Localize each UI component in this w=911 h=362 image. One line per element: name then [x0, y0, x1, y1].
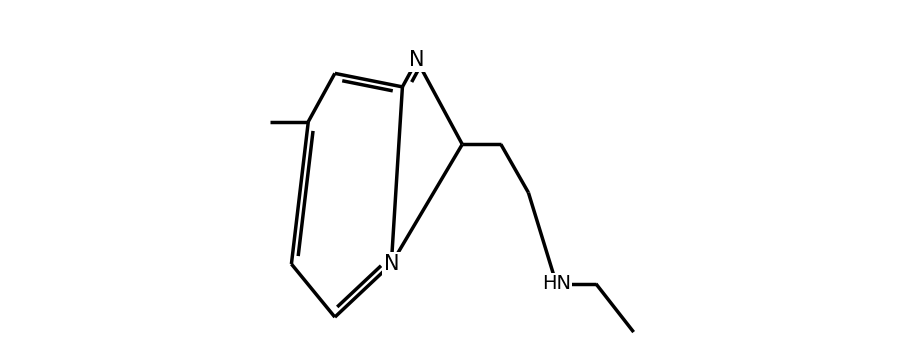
- Text: N: N: [409, 50, 425, 70]
- Text: N: N: [384, 254, 399, 274]
- Text: HN: HN: [541, 274, 570, 293]
